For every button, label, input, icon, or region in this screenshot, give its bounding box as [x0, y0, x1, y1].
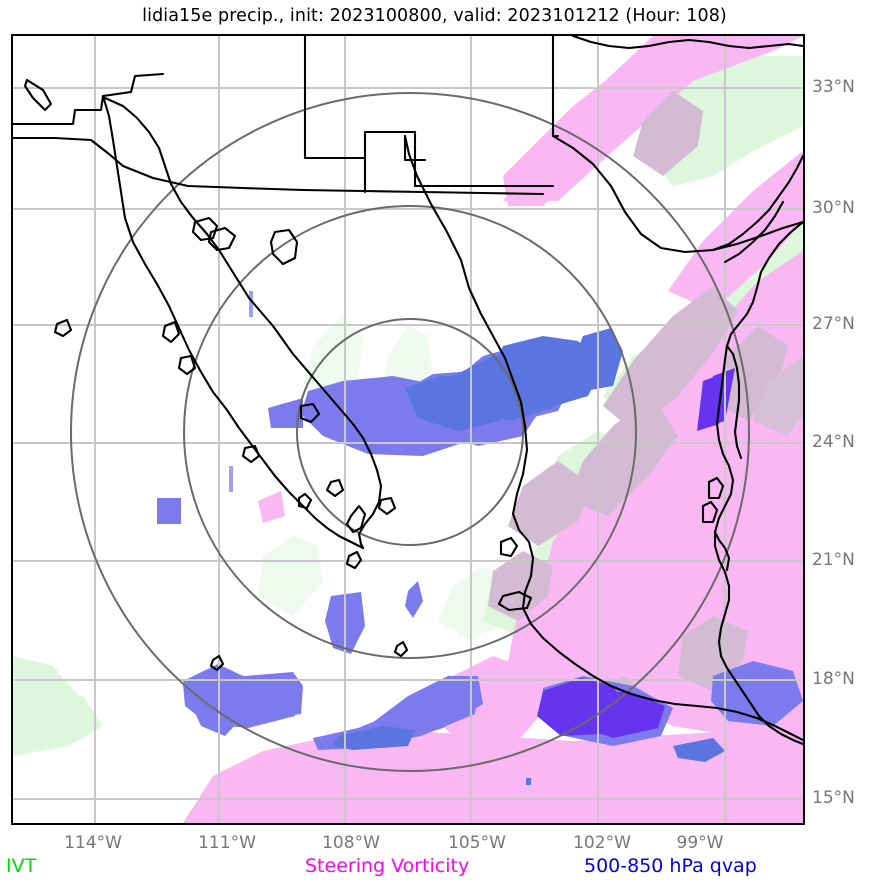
coastlines-and-borders — [13, 36, 803, 746]
map-plot-area[interactable] — [11, 34, 805, 825]
y-tick-label: 21°N — [812, 550, 855, 570]
legend-label-ivt: IVT — [6, 855, 37, 877]
x-tick-label: 99°W — [676, 833, 724, 853]
range-rings — [70, 92, 750, 772]
x-tick-label: 114°W — [64, 833, 122, 853]
gridlines — [13, 36, 803, 823]
legend-label-steering: Steering Vorticity — [305, 855, 470, 877]
y-tick-label: 15°N — [812, 788, 855, 808]
y-tick-label: 33°N — [812, 77, 855, 97]
x-tick-label: 105°W — [448, 833, 506, 853]
y-tick-label: 24°N — [812, 432, 855, 452]
y-tick-label: 30°N — [812, 198, 855, 218]
page-title: lidia15e precip., init: 2023100800, vali… — [142, 6, 727, 26]
x-tick-label: 108°W — [322, 833, 380, 853]
steering-ivt-overlap — [488, 91, 803, 721]
x-tick-label: 102°W — [573, 833, 631, 853]
x-tick-label: 111°W — [198, 833, 256, 853]
legend-label-qvap: 500-850 hPa qvap — [584, 855, 757, 877]
y-tick-label: 27°N — [812, 314, 855, 334]
y-tick-label: 18°N — [812, 669, 855, 689]
map-svg — [13, 36, 803, 823]
